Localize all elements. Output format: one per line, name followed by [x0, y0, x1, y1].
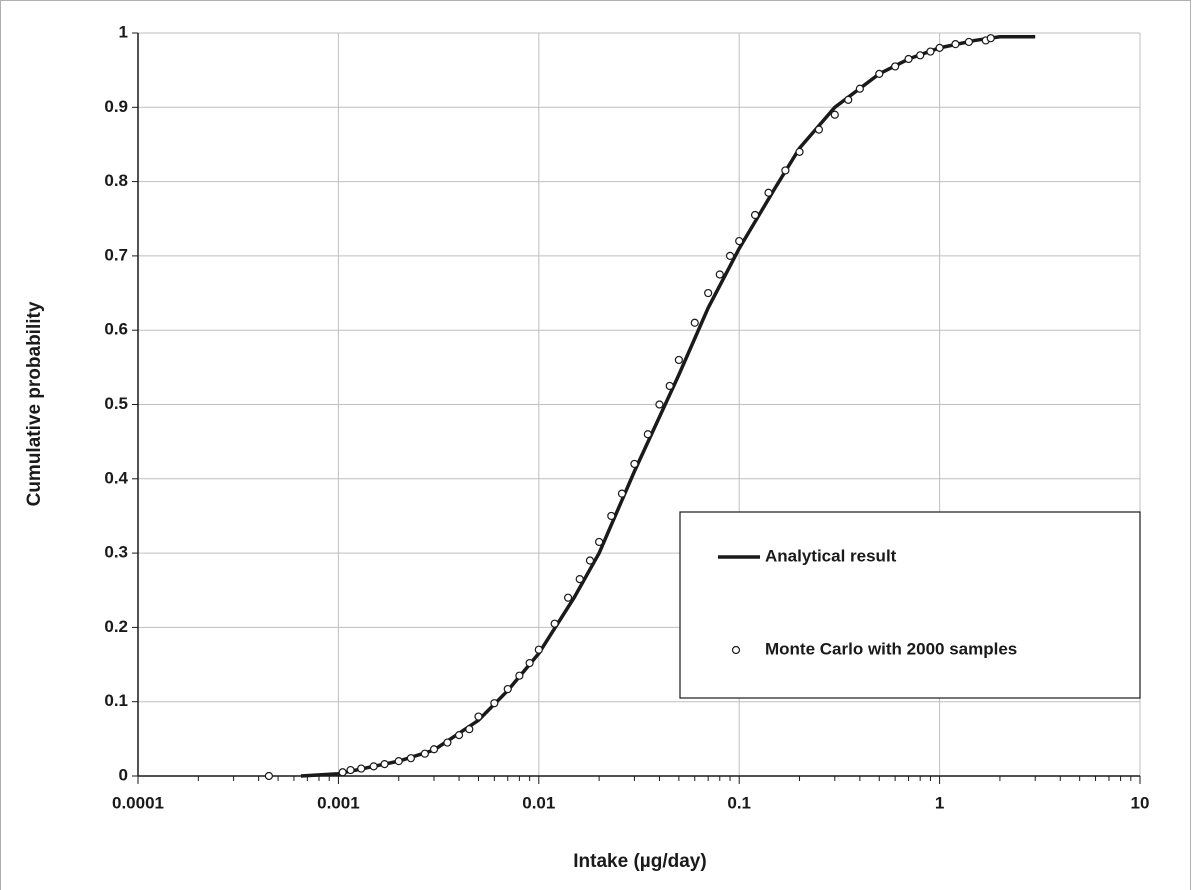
sample-point	[665, 381, 674, 391]
x-tick-label: 1	[935, 793, 944, 812]
sample-point	[986, 34, 995, 43]
y-axis-label: Cumulative probability	[24, 301, 45, 506]
sample-point	[525, 658, 534, 668]
x-tick-label: 0.0001	[112, 793, 164, 812]
x-tick-label: 0.01	[522, 793, 555, 812]
y-tick-label: 0.1	[104, 691, 128, 710]
sample-point	[830, 110, 839, 119]
sample-point	[795, 147, 804, 156]
sample-point	[875, 69, 884, 78]
y-tick-label: 0.7	[104, 245, 128, 264]
sample-point	[380, 760, 389, 769]
sample-point	[704, 288, 713, 298]
sample-point	[750, 210, 760, 220]
sample-point	[674, 355, 683, 365]
sample-point	[465, 725, 474, 734]
sample-point	[515, 671, 524, 680]
x-tick-label: 0.001	[317, 793, 360, 812]
sample-point	[534, 645, 543, 654]
sample-point	[844, 95, 853, 104]
sample-point	[715, 270, 724, 279]
sample-point	[904, 54, 913, 64]
sample-point	[585, 556, 595, 565]
legend-box	[679, 511, 1141, 699]
y-tick-label: 0.3	[104, 543, 128, 562]
y-tick-label: 0.4	[104, 468, 128, 487]
sample-point	[420, 749, 429, 758]
sample-point	[891, 62, 900, 71]
x-tick-label: 10	[1131, 793, 1150, 812]
sample-point	[346, 765, 355, 775]
sample-point	[357, 764, 366, 773]
sample-point	[429, 745, 439, 754]
sample-point	[503, 684, 512, 694]
sample-point	[575, 575, 584, 584]
sample-point	[781, 166, 790, 175]
sample-point	[855, 84, 864, 93]
sample-point	[595, 537, 604, 547]
sample-point	[264, 771, 274, 781]
sample-point	[369, 762, 378, 771]
sample-point	[394, 757, 403, 766]
sample-point	[935, 43, 944, 52]
x-tick-label: 0.1	[727, 793, 751, 812]
sample-point	[563, 593, 573, 602]
sample-point	[814, 125, 824, 134]
sample-point	[735, 236, 744, 246]
sample-point	[643, 430, 652, 439]
sample-point	[926, 47, 935, 56]
sample-point	[655, 400, 664, 409]
sample-point	[964, 37, 973, 47]
sample-point	[443, 738, 452, 747]
sample-point	[916, 51, 925, 60]
sample-point	[550, 619, 559, 628]
sample-point	[490, 699, 499, 708]
legend-label: Monte Carlo with 2000 samples	[765, 639, 1017, 658]
y-tick-label: 0.2	[104, 617, 128, 636]
sample-point	[474, 712, 483, 721]
sample-point	[764, 188, 773, 197]
sample-point	[690, 318, 699, 327]
sample-point	[630, 459, 639, 469]
legend-label: Analytical result	[765, 546, 897, 565]
y-tick-label: 0.5	[104, 394, 128, 413]
sample-point	[406, 754, 415, 763]
sample-point	[454, 731, 464, 740]
sample-point	[607, 511, 616, 521]
sample-point	[951, 40, 960, 49]
y-tick-label: 1	[119, 22, 128, 41]
y-tick-label: 0.9	[104, 97, 128, 116]
y-tick-label: 0	[119, 765, 128, 784]
sample-point	[338, 768, 347, 777]
x-axis-label: Intake (µg/day)	[573, 851, 706, 872]
y-tick-label: 0.6	[104, 320, 128, 339]
sample-point	[725, 251, 735, 260]
y-tick-label: 0.8	[104, 171, 128, 190]
legend-marker	[731, 645, 741, 655]
sample-point	[617, 489, 627, 498]
